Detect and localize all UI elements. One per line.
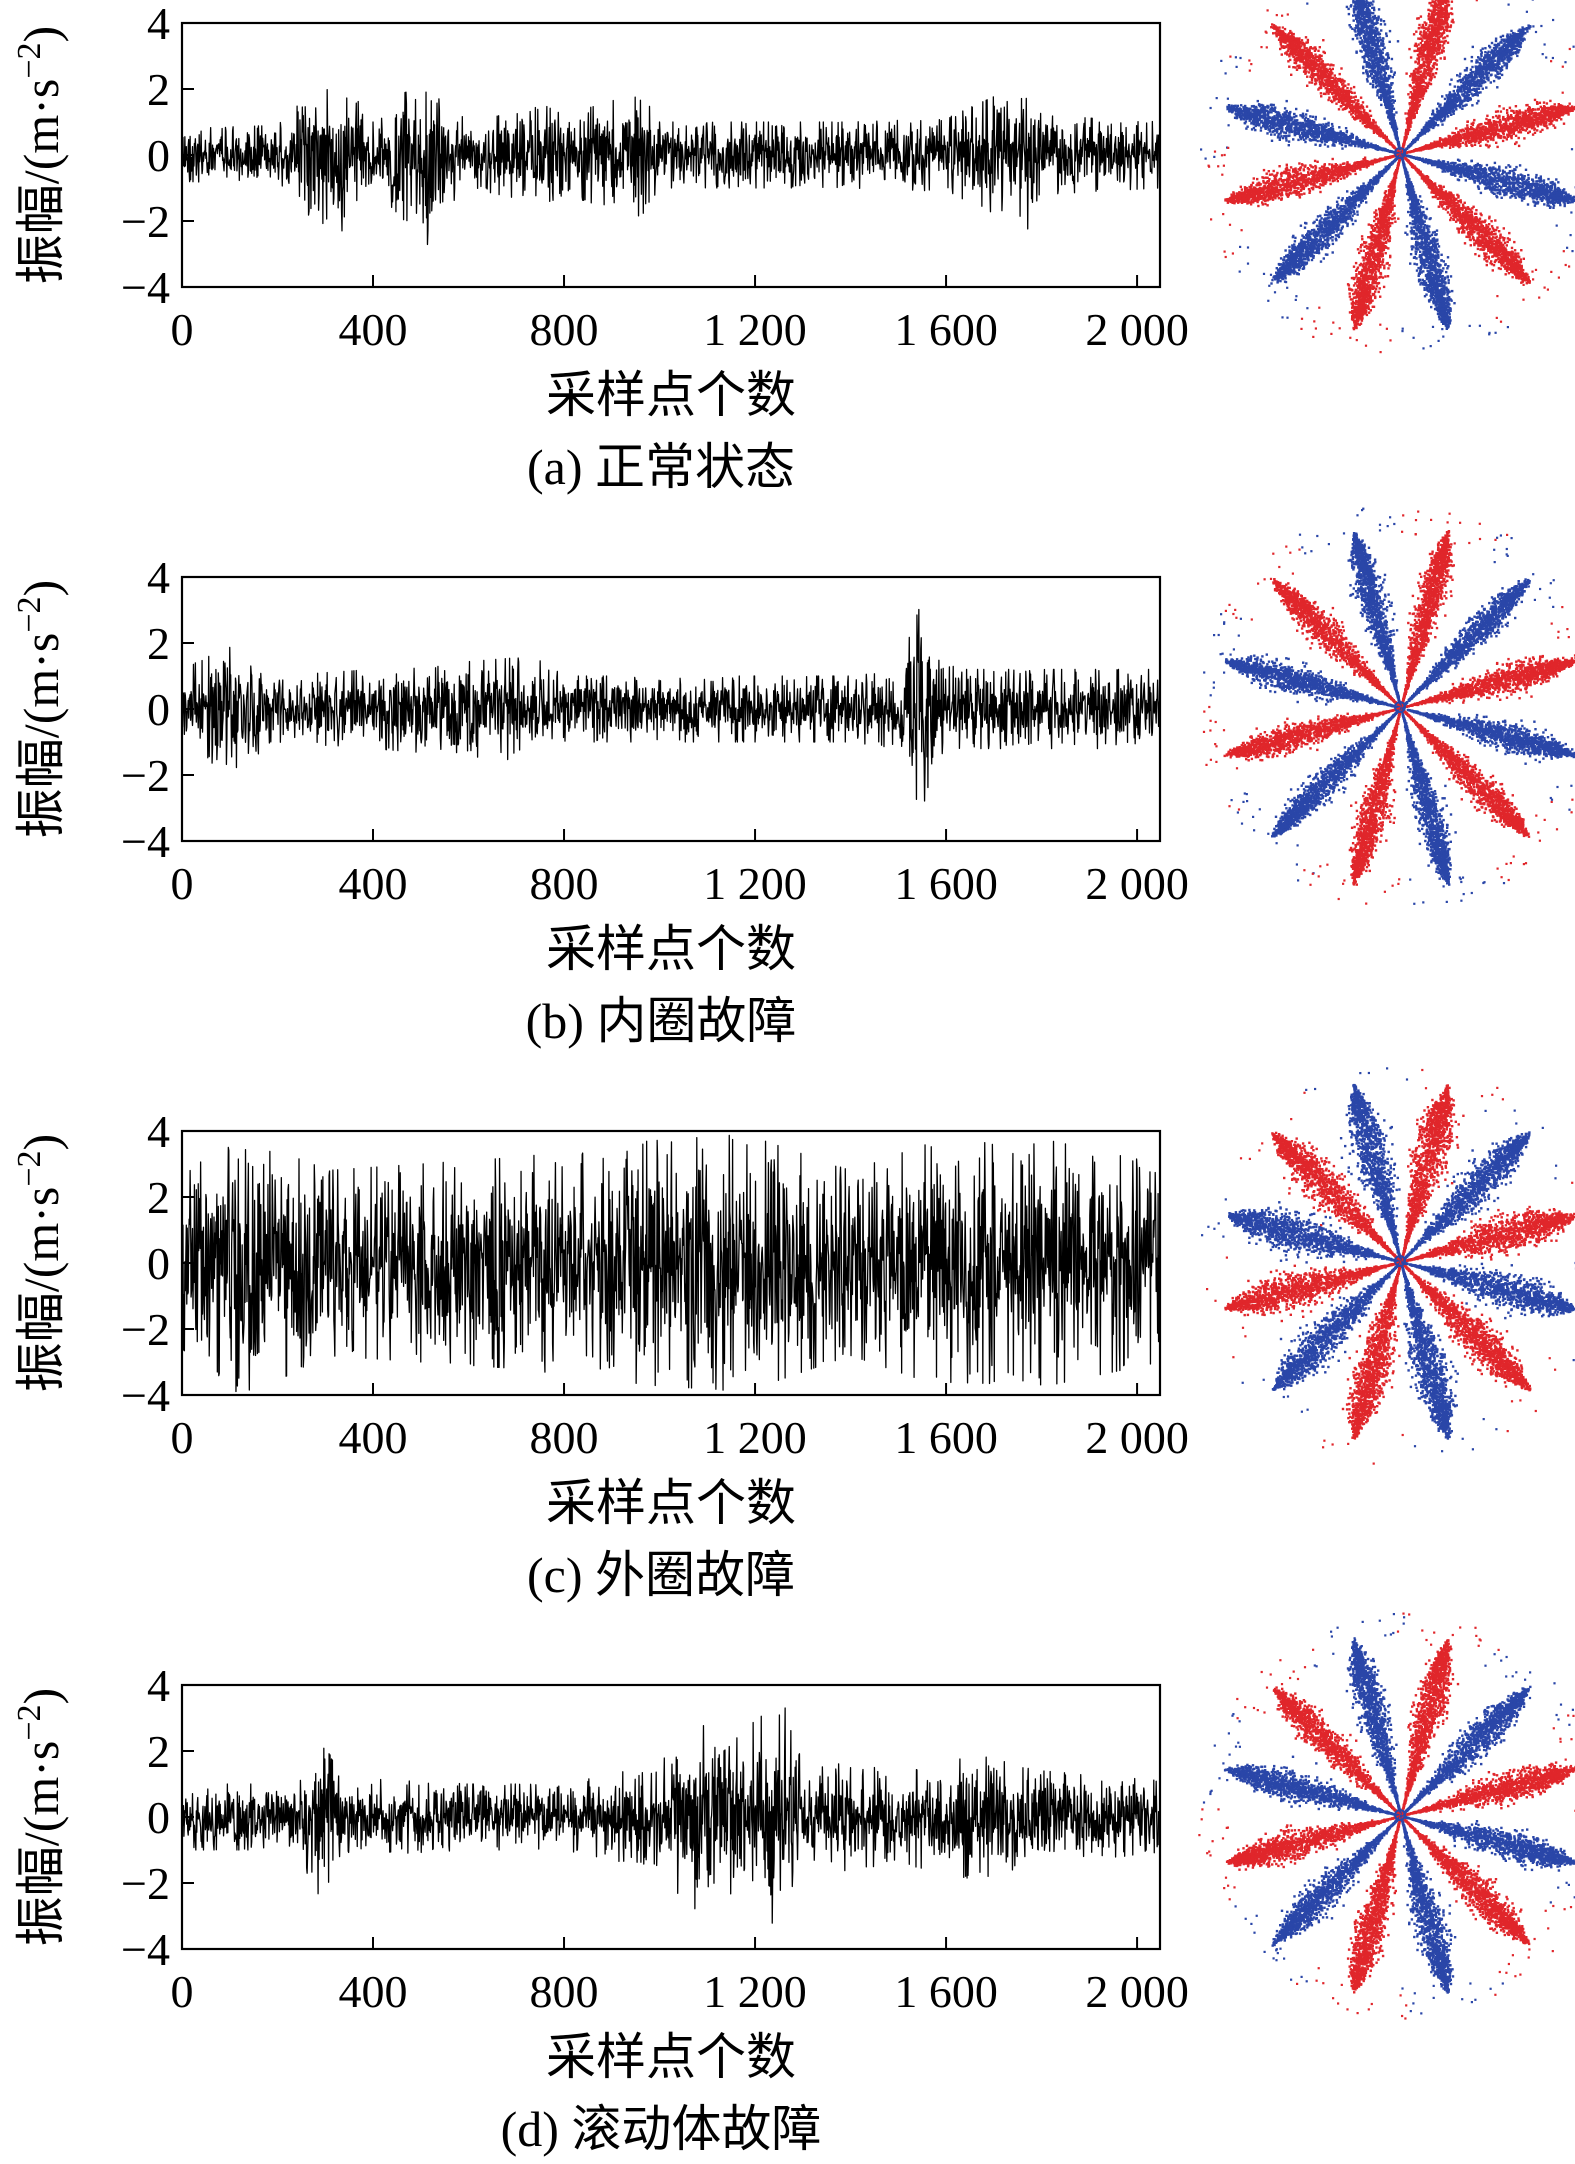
- y-tick-label: 4: [147, 1106, 170, 1157]
- y-tick-label: −4: [121, 1924, 170, 1975]
- dot-pattern-arm: [1322, 1262, 1404, 1464]
- y-axis-label-exponent: −2: [11, 596, 48, 632]
- x-tick-label: 1 200: [703, 1966, 807, 2017]
- y-axis-label-base: 振幅/(m·s: [13, 633, 69, 839]
- signal-trace: [182, 90, 1160, 245]
- x-tick-label: 1 600: [894, 858, 998, 909]
- y-axis-label: 振幅/(m·s−2): [11, 26, 69, 284]
- x-tick-label: 800: [530, 1412, 599, 1463]
- panel-caption: (a) 正常状态: [527, 439, 795, 495]
- y-axis-label-base: 振幅/(m·s: [13, 1741, 69, 1947]
- x-tick-label: 1 600: [894, 1412, 998, 1463]
- x-tick-label: 1 600: [894, 1966, 998, 2017]
- x-tick-label: 1 200: [703, 304, 807, 355]
- panel-caption: (c) 外圈故障: [527, 1547, 795, 1603]
- panel-d: 420−2−40 400 800 1 200 1 600 2 000采样点个数振幅/(m·…: [11, 1613, 1575, 2158]
- y-axis-label-base: 振幅/(m·s: [13, 79, 69, 285]
- y-tick-label: −4: [121, 816, 170, 867]
- y-tick-label: −2: [121, 1858, 170, 1909]
- x-tick-label: 400: [339, 1412, 408, 1463]
- y-tick-label: 2: [147, 1726, 170, 1777]
- y-tick-label: 2: [147, 64, 170, 115]
- panel-c: 420−2−40 400 800 1 200 1 600 2 000采样点个数振幅/(m·…: [11, 1067, 1575, 1603]
- y-axis-label-close: ): [13, 26, 69, 43]
- y-tick-label: 0: [147, 684, 170, 735]
- signal-trace: [182, 1135, 1160, 1391]
- dot-pattern: [1203, 508, 1575, 905]
- panel-caption: (d) 滚动体故障: [501, 2101, 822, 2157]
- y-tick-label: 0: [147, 1792, 170, 1843]
- panel-a: 420−2−40 400 800 1 200 1 600 2 000采样点个数振幅/(m·…: [11, 0, 1575, 495]
- signal-trace: [182, 1708, 1160, 1923]
- y-tick-label: −4: [121, 262, 170, 313]
- y-axis-label-close: ): [13, 1134, 69, 1151]
- y-axis-label-close: ): [13, 1688, 69, 1705]
- y-tick-label: 0: [147, 130, 170, 181]
- x-tick-label: 400: [339, 304, 408, 355]
- y-tick-label: 2: [147, 618, 170, 669]
- y-tick-label: 0: [147, 1238, 170, 1289]
- x-tick-label: 1 200: [703, 1412, 807, 1463]
- dot-pattern: [1200, 0, 1575, 353]
- y-axis-label: 振幅/(m·s−2): [11, 580, 69, 838]
- dot-pattern: [1201, 1067, 1575, 1464]
- x-tick-label: 0: [171, 304, 194, 355]
- y-tick-label: 4: [147, 552, 170, 603]
- y-axis-label-close: ): [13, 580, 69, 597]
- y-tick-label: 4: [147, 0, 170, 49]
- x-tick-label: 1 200: [703, 858, 807, 909]
- panel-caption: (b) 内圈故障: [526, 993, 797, 1049]
- y-axis-label: 振幅/(m·s−2): [11, 1134, 69, 1392]
- x-tick-label: 400: [339, 858, 408, 909]
- x-tick-label: 2 000: [1085, 1966, 1189, 2017]
- x-tick-label: 0: [171, 1966, 194, 2017]
- y-tick-label: 2: [147, 1172, 170, 1223]
- x-tick-label: 800: [530, 304, 599, 355]
- panel-b: 420−2−40 400 800 1 200 1 600 2 000采样点个数振幅/(m·…: [11, 508, 1575, 1049]
- x-tick-label: 2 000: [1085, 1412, 1189, 1463]
- y-tick-label: −2: [121, 750, 170, 801]
- y-tick-label: 4: [147, 1660, 170, 1711]
- y-tick-label: −4: [121, 1370, 170, 1421]
- x-tick-label: 0: [171, 1412, 194, 1463]
- x-tick-label: 2 000: [1085, 858, 1189, 909]
- y-axis-label-exponent: −2: [11, 42, 48, 78]
- x-axis-label: 采样点个数: [546, 1475, 796, 1531]
- y-axis-label: 振幅/(m·s−2): [11, 1688, 69, 1946]
- x-axis-label: 采样点个数: [546, 2029, 796, 2085]
- x-axis-label: 采样点个数: [546, 367, 796, 423]
- x-tick-label: 1 600: [894, 304, 998, 355]
- x-tick-label: 800: [530, 858, 599, 909]
- y-axis-label-exponent: −2: [11, 1150, 48, 1186]
- x-tick-label: 2 000: [1085, 304, 1189, 355]
- x-axis-label: 采样点个数: [546, 921, 796, 977]
- y-tick-label: −2: [121, 196, 170, 247]
- y-axis-label-exponent: −2: [11, 1704, 48, 1740]
- y-axis-label-base: 振幅/(m·s: [13, 1187, 69, 1393]
- dot-pattern: [1198, 1613, 1575, 2020]
- x-tick-label: 400: [339, 1966, 408, 2017]
- x-tick-label: 0: [171, 858, 194, 909]
- y-tick-label: −2: [121, 1304, 170, 1355]
- signal-trace: [182, 609, 1160, 800]
- x-tick-label: 800: [530, 1966, 599, 2017]
